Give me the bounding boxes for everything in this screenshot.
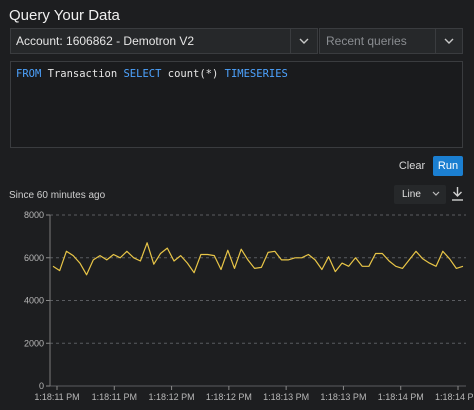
chevron-down-icon[interactable] (435, 29, 462, 53)
x-tick-label: 1:18:11 PM (34, 392, 79, 402)
query-keyword-timeseries: TIMESERIES (224, 68, 288, 80)
clear-button[interactable]: Clear (398, 160, 426, 172)
timeseries-chart: 0 2000 4000 6000 8000 1:18:11 PM 1:18:11 PM 1:1… (24, 210, 474, 402)
download-icon[interactable] (451, 186, 464, 202)
y-tick-label: 2000 (24, 338, 44, 348)
chevron-down-icon (432, 188, 440, 198)
query-editor[interactable]: FROM Transaction SELECT count(*) TIMESER… (10, 61, 463, 148)
y-tick-label: 6000 (24, 253, 44, 263)
recent-queries-selector[interactable]: Recent queries (319, 28, 463, 54)
x-tick-label: 1:18:11 PM (92, 392, 137, 402)
y-tick-label: 4000 (24, 296, 44, 306)
y-tick-label: 0 (39, 381, 44, 391)
x-tick-label: 1:18:12 PM (149, 392, 195, 402)
page-title: Query Your Data (9, 7, 120, 24)
run-button[interactable]: Run (433, 156, 463, 176)
series-line (52, 242, 464, 276)
x-tick-label: 1:18:12 PM (206, 392, 252, 402)
account-selector[interactable]: Account: 1606862 - Demotron V2 (10, 28, 318, 54)
query-keyword-from: FROM (16, 68, 42, 80)
chevron-down-icon[interactable] (290, 29, 317, 53)
y-tick-label: 8000 (24, 210, 44, 220)
chart-type-select[interactable]: Line (394, 185, 446, 204)
chart-type-value: Line (402, 189, 421, 200)
x-tick-label: 1:18:13 PM (263, 392, 309, 402)
time-range-label: Since 60 minutes ago (9, 190, 106, 201)
query-event-type: Transaction (41, 68, 124, 80)
query-keyword-select: SELECT (123, 68, 162, 80)
x-tick-label: 1:18:14 PM (378, 392, 424, 402)
recent-queries-placeholder: Recent queries (326, 34, 407, 48)
account-selector-value: Account: 1606862 - Demotron V2 (16, 34, 195, 48)
x-tick-label: 1:18:14 PM (435, 392, 474, 402)
x-tick-label: 1:18:13 PM (320, 392, 366, 402)
query-function: count(*) (161, 68, 225, 80)
